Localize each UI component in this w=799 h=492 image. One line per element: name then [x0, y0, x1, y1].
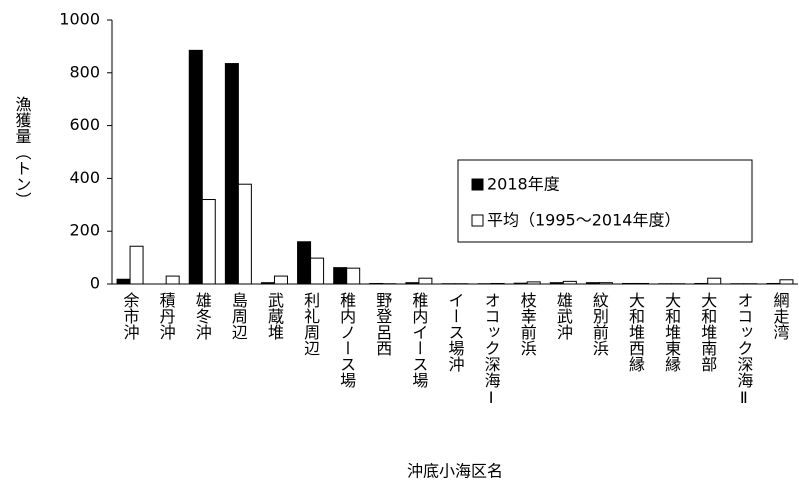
legend-label: 平均（1995～2014年度） — [487, 211, 680, 230]
legend-swatch — [472, 179, 483, 190]
bar — [311, 258, 324, 284]
x-axis-title: 沖底小海区名 — [407, 462, 503, 481]
x-tick-label: 雄武沖 — [554, 292, 573, 340]
legend-box — [458, 160, 752, 242]
bar — [166, 276, 179, 284]
x-tick-label: 大和堆南部 — [698, 292, 717, 372]
x-tick-label: 稚内ノース場 — [337, 292, 356, 389]
x-tick-label: 大和堆東縁 — [662, 292, 681, 372]
y-tick-label: 200 — [69, 221, 100, 240]
x-tick-label: 雄冬沖 — [193, 292, 212, 340]
bar — [419, 278, 432, 284]
bar — [130, 246, 143, 284]
x-tick-label: イース場沖 — [446, 292, 465, 372]
bar — [202, 200, 215, 284]
x-tick-label: 積丹沖 — [157, 292, 176, 340]
bar — [708, 278, 721, 284]
bar — [347, 268, 360, 284]
bar — [117, 279, 130, 284]
x-tick-label: 稚内イース場 — [409, 292, 428, 389]
bar — [298, 242, 311, 284]
x-tick-label: 枝幸前浜 — [518, 292, 537, 356]
y-tick-label: 800 — [69, 62, 100, 81]
y-tick-label: 1000 — [59, 10, 100, 29]
bar — [238, 184, 251, 284]
x-tick-label: オコック深海Ⅰ — [482, 292, 501, 407]
x-tick-label: 利礼周辺 — [301, 292, 320, 356]
legend-label: 2018年度 — [487, 175, 560, 194]
x-tick-label: 余市沖 — [121, 291, 140, 340]
bar — [274, 276, 287, 284]
x-tick-label: 野登呂西 — [373, 292, 392, 356]
bar — [189, 50, 202, 284]
y-axis-title: 漁獲量（トン） — [13, 96, 32, 208]
x-tick-label: 武蔵堆 — [265, 292, 284, 340]
y-tick-label: 0 — [90, 274, 100, 293]
x-tick-label: 網走湾 — [770, 292, 789, 340]
x-tick-label: オコック深海Ⅱ — [734, 292, 753, 407]
y-tick-label: 600 — [69, 115, 100, 134]
bar — [780, 280, 793, 284]
y-tick-label: 400 — [69, 168, 100, 187]
legend-swatch — [472, 215, 483, 226]
bar — [334, 268, 347, 284]
x-tick-label: 紋別前浜 — [590, 292, 609, 356]
x-tick-label: 島周辺 — [229, 292, 248, 340]
bar — [225, 64, 238, 284]
x-tick-label: 大和堆西縁 — [626, 292, 645, 372]
